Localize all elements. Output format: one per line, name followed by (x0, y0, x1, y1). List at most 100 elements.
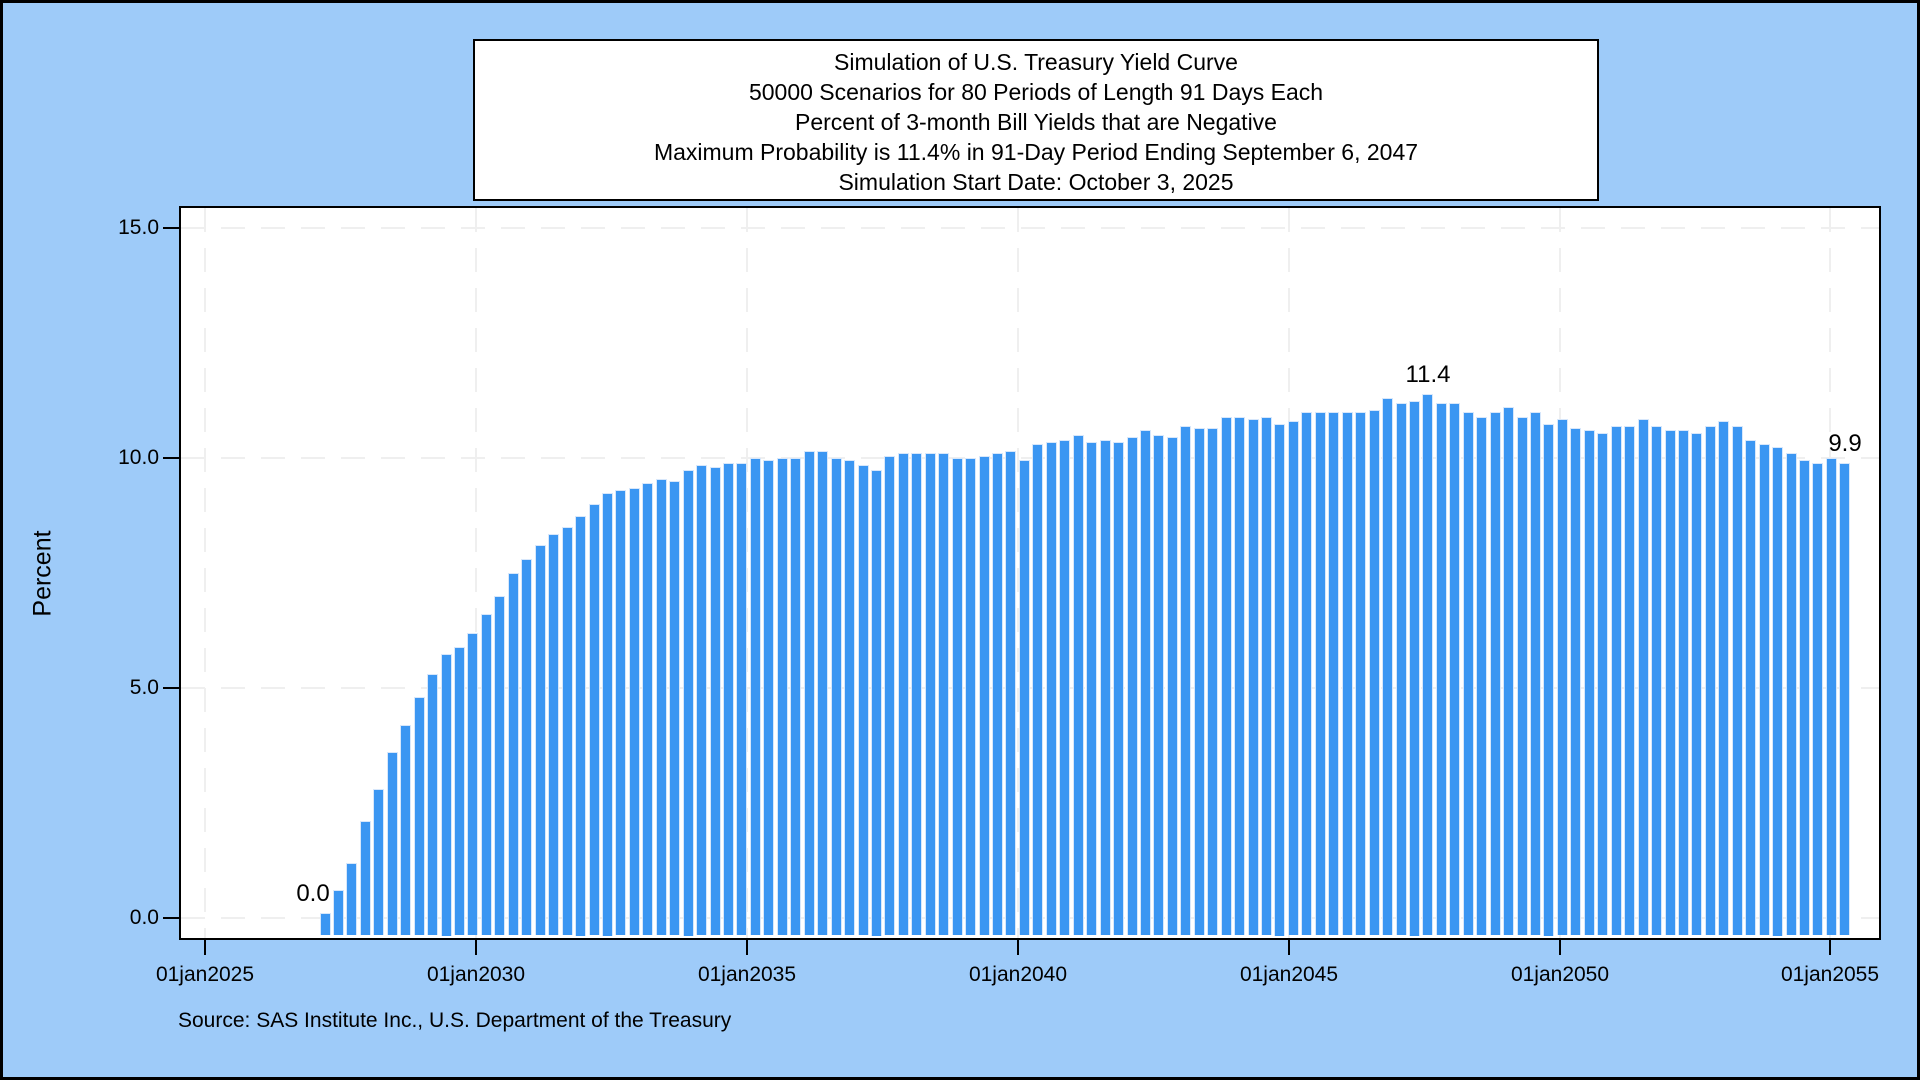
bar (467, 633, 478, 935)
bar (1019, 460, 1030, 935)
h-gridline (181, 227, 1879, 229)
y-axis-tick-label: 10.0 (118, 446, 159, 469)
bar (1543, 424, 1554, 936)
bar (696, 465, 707, 935)
x-axis-tick (204, 940, 206, 955)
bar (1517, 417, 1528, 935)
y-axis-tick (163, 457, 179, 459)
bar (1503, 407, 1514, 935)
x-axis-tick-label: 01jan2045 (1239, 963, 1339, 986)
bar (1234, 417, 1245, 935)
x-axis-tick-label: 01jan2050 (1510, 963, 1610, 986)
bar (965, 458, 976, 935)
bar (1005, 451, 1016, 935)
bar (1396, 403, 1407, 935)
bar (1678, 430, 1689, 935)
bar (320, 913, 331, 935)
x-axis-tick-label: 01jan2025 (155, 963, 255, 986)
bar (804, 451, 815, 935)
bar (1436, 403, 1447, 935)
h-gridline (181, 457, 1879, 459)
bar (736, 463, 747, 935)
bar (656, 479, 667, 935)
y-axis-tick (163, 917, 179, 919)
x-axis-tick-label: 01jan2035 (697, 963, 797, 986)
v-gridline (204, 208, 206, 938)
bar (723, 463, 734, 935)
x-axis-tick (1017, 940, 1019, 955)
bar (884, 456, 895, 935)
bar (642, 483, 653, 935)
bar (1611, 426, 1622, 935)
chart-title-line: 50000 Scenarios for 80 Periods of Length… (748, 79, 1324, 105)
bar-value-label: 9.9 (1828, 430, 1862, 457)
y-axis-tick (163, 687, 179, 689)
bar (1059, 440, 1070, 935)
chart-title-line: Percent of 3-month Bill Yields that are … (795, 109, 1277, 135)
bar (1046, 442, 1057, 935)
bar (710, 467, 721, 935)
bar (790, 458, 801, 935)
y-axis-title: Percent (28, 530, 57, 617)
bar (1530, 412, 1541, 935)
bar (1073, 435, 1084, 935)
bar (575, 516, 586, 936)
h-gridline (181, 917, 1879, 919)
x-axis-tick-label: 01jan2055 (1780, 963, 1880, 986)
bar (508, 573, 519, 935)
plot-area (179, 206, 1881, 940)
v-gridline (746, 208, 748, 938)
bar (1207, 428, 1218, 935)
bar (979, 456, 990, 935)
bar (1274, 424, 1285, 936)
x-axis-tick (746, 940, 748, 955)
bar (589, 504, 600, 935)
bar (360, 821, 371, 935)
chart-title-line: Simulation Start Date: October 3, 2025 (838, 169, 1234, 195)
bar (1718, 421, 1729, 935)
y-axis-tick-label: 0.0 (129, 906, 159, 929)
x-axis-tick (1829, 940, 1831, 955)
bar (333, 890, 344, 935)
bar (1261, 417, 1272, 935)
bar (454, 647, 465, 935)
x-axis-tick (475, 940, 477, 955)
bar (1759, 444, 1770, 935)
bar (602, 493, 613, 936)
bar (481, 614, 492, 935)
bar (1315, 412, 1326, 935)
x-axis-tick (1288, 940, 1290, 955)
bar (1839, 463, 1850, 935)
bar (683, 470, 694, 936)
bar (858, 465, 869, 935)
h-gridline (181, 687, 1879, 689)
bar (1597, 433, 1608, 935)
bar (1799, 460, 1810, 935)
bar (1826, 458, 1837, 935)
bar (1409, 401, 1420, 936)
bar (427, 674, 438, 935)
bar (629, 488, 640, 935)
bar (750, 458, 761, 935)
bar (521, 559, 532, 935)
bar (562, 527, 573, 935)
chart-title-box: Simulation of U.S. Treasury Yield Curve 5… (473, 39, 1599, 201)
x-axis-tick (1559, 940, 1561, 955)
bar (548, 534, 559, 935)
bar-value-label: 0.0 (296, 880, 330, 907)
bar (669, 481, 680, 935)
source-note: Source: SAS Institute Inc., U.S. Departm… (178, 1009, 732, 1032)
bar (925, 453, 936, 935)
bar (1301, 412, 1312, 935)
chart-title-line: Maximum Probability is 11.4% in 91-Day P… (653, 139, 1419, 165)
bar (831, 458, 842, 935)
x-axis-tick-label: 01jan2030 (426, 963, 526, 986)
bar (1086, 442, 1097, 935)
bar (387, 752, 398, 935)
bar (1732, 426, 1743, 935)
bar (844, 460, 855, 935)
bar (871, 470, 882, 936)
bar (1490, 412, 1501, 935)
chart-title-line: Simulation of U.S. Treasury Yield Curve (834, 49, 1238, 75)
